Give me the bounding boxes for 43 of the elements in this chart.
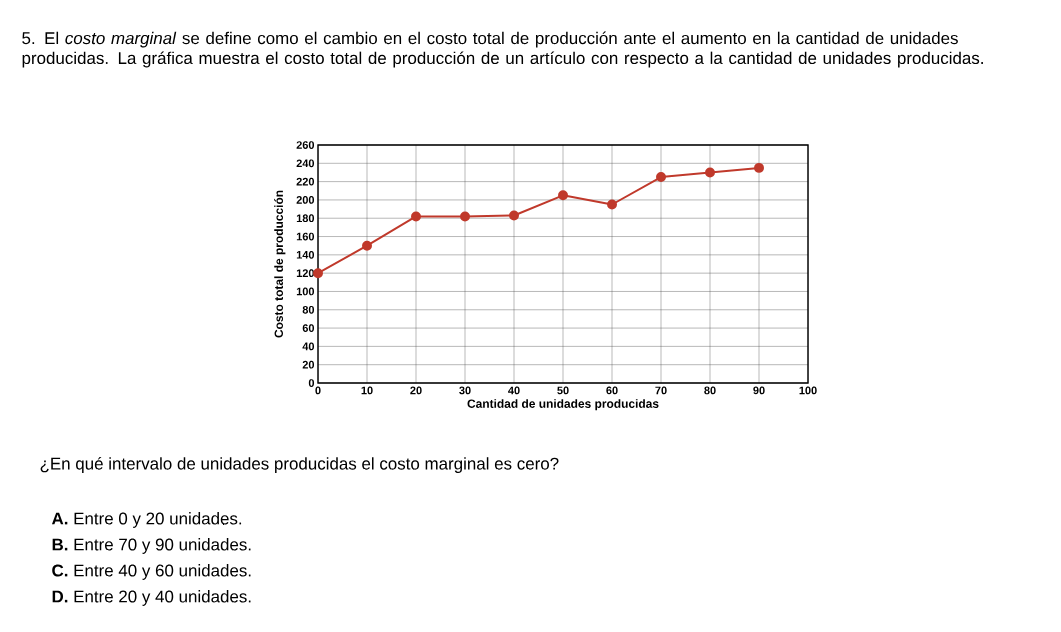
y-tick-label: 120 xyxy=(296,269,315,278)
point xyxy=(607,199,617,210)
chart-title: 5. El costo marginal se define como el cambio en el costo total de producción ante el aumento en la cantidad de unidades producidas. La gráfica muestra el costo total de producción de un artículo con respecto a la cantidad de unidades producidas. xyxy=(22,31,983,68)
text: A. Entre 0 y 20 unidades. xyxy=(51,512,242,528)
point xyxy=(313,268,323,279)
text: D. Entre 20 y 40 unidades. xyxy=(52,590,251,606)
x-tick-label: 60 xyxy=(606,386,618,395)
x-tick-label: 50 xyxy=(557,386,569,395)
point xyxy=(460,211,470,222)
y-tick-label: 180 xyxy=(296,214,315,223)
y-tick-label: 160 xyxy=(296,232,315,241)
x-tick-label: 80 xyxy=(704,386,716,395)
y-tick-label: 260 xyxy=(296,141,315,149)
y-tick-label: 200 xyxy=(296,196,315,204)
point xyxy=(558,190,568,201)
text: ¿En qué intervalo de unidades producidas el costo marginal es cero? xyxy=(40,457,559,473)
x-tick-label: 30 xyxy=(459,386,471,395)
x-tick-label: 70 xyxy=(655,386,667,395)
y-tick-label: 240 xyxy=(296,159,315,168)
x-tick-label: 40 xyxy=(508,386,520,395)
point xyxy=(509,210,519,221)
text: C. Entre 40 y 60 unidades. xyxy=(52,564,251,580)
x-tick-label: 100 xyxy=(799,386,817,395)
point xyxy=(362,240,372,251)
y-tick-label: 80 xyxy=(302,305,315,314)
text: B. Entre 70 y 90 unidades. xyxy=(52,538,251,554)
y-axis-title: Costo total de producción xyxy=(274,190,286,338)
y-tick-label: 60 xyxy=(302,324,315,332)
x-tick-label: 20 xyxy=(410,386,422,395)
y-tick-label: 140 xyxy=(296,250,315,259)
point xyxy=(656,172,666,183)
x-tick-label: 10 xyxy=(361,386,373,395)
y-tick-label: 220 xyxy=(296,177,315,186)
point xyxy=(411,211,421,222)
x-tick-label: 0 xyxy=(315,386,321,395)
x-axis-title: Cantidad de unidades producidas xyxy=(467,399,659,411)
y-tick-label: 100 xyxy=(296,287,315,296)
y-tick-label: 20 xyxy=(302,360,315,369)
x-tick-label: 90 xyxy=(753,386,765,395)
point xyxy=(754,162,764,173)
y-tick-label: 40 xyxy=(302,342,315,351)
y-tick-label: 0 xyxy=(308,379,315,387)
point xyxy=(705,167,715,178)
